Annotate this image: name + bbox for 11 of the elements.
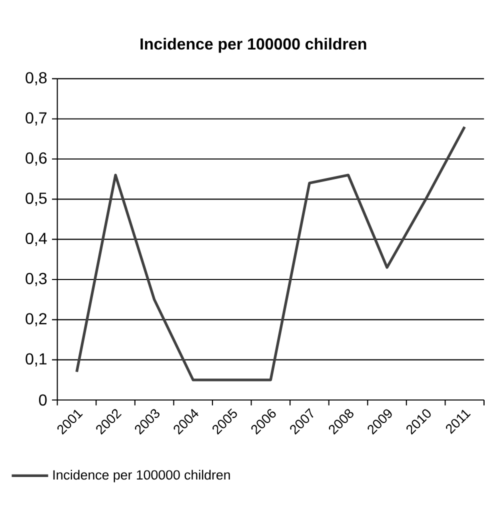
chart-title: Incidence per 100000 children [140, 38, 366, 53]
legend-label: Incidence per 100000 children [54, 470, 230, 482]
y-tick-label: 0,5 [26, 192, 47, 206]
y-tick-label: 0,4 [26, 232, 48, 246]
y-tick-label: 0,6 [26, 152, 47, 166]
y-tick-label: 0,8 [26, 72, 47, 86]
y-tick-label: 0 [39, 394, 47, 406]
y-tick-label: 0,2 [26, 313, 47, 326]
y-tick-label: 0,1 [26, 353, 47, 366]
y-tick-label: 0,3 [26, 272, 47, 286]
y-tick-label: 0,7 [26, 112, 47, 126]
